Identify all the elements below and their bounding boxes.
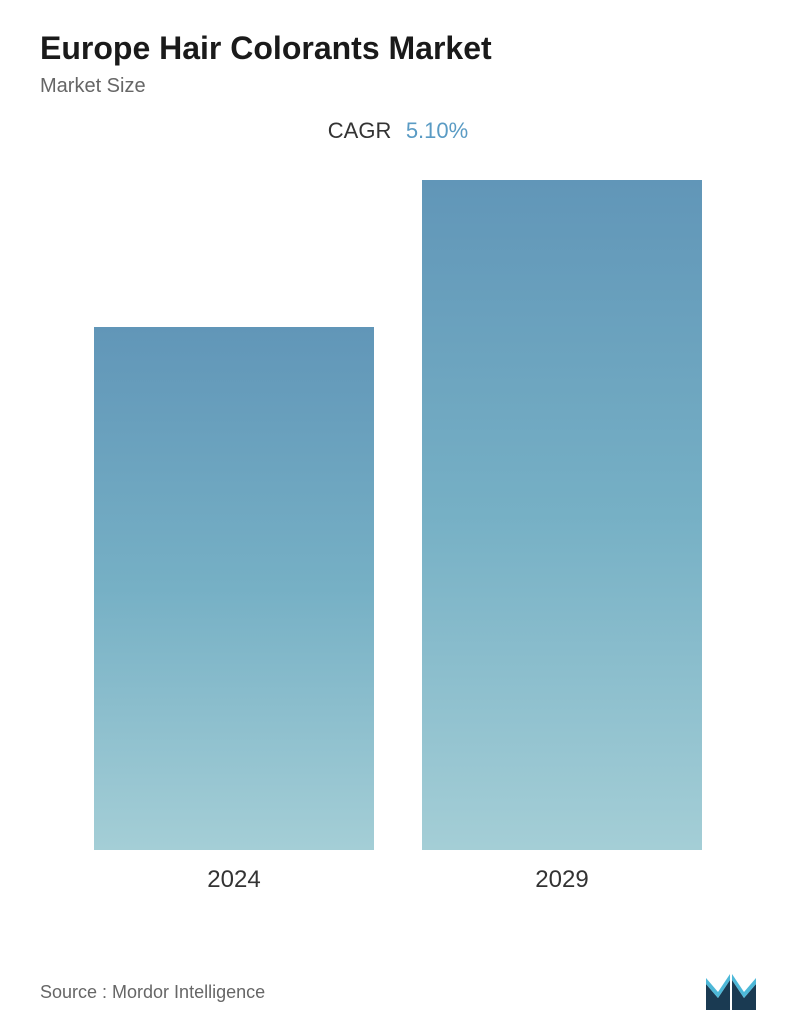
chart-subtitle: Market Size <box>40 75 756 98</box>
source-text: Source : Mordor Intelligence <box>40 982 265 1003</box>
bar-label-2029: 2029 <box>535 866 588 894</box>
footer: Source : Mordor Intelligence <box>40 974 756 1010</box>
bar-2024 <box>94 327 374 850</box>
bar-group-2029: 2029 <box>422 180 702 894</box>
bar-group-2024: 2024 <box>94 327 374 894</box>
chart-title: Europe Hair Colorants Market <box>40 30 756 67</box>
bar-label-2024: 2024 <box>207 866 260 894</box>
chart-area: 2024 2029 <box>40 174 756 894</box>
bar-2029 <box>422 180 702 850</box>
cagr-label: CAGR <box>328 118 392 143</box>
cagr-container: CAGR 5.10% <box>40 118 756 144</box>
mordor-logo-icon <box>706 974 756 1010</box>
cagr-value: 5.10% <box>406 118 468 143</box>
